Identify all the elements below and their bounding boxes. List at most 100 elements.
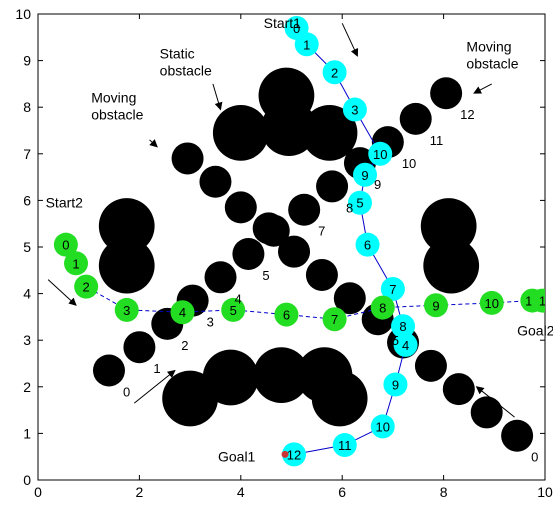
- static-obstacle-arrow: [212, 83, 223, 111]
- static-obstacle-disc: [202, 349, 259, 406]
- robot-step-label: 5: [356, 196, 363, 211]
- moving-obstacle-disc: [470, 396, 503, 429]
- robot-step-label: 10: [376, 419, 390, 434]
- moving-obstacle-disc: [430, 77, 463, 110]
- robot-position-disc: [391, 314, 416, 339]
- goal1-label: Goal1: [218, 448, 256, 464]
- moving-obstacle-right-label: Moving obstacle: [466, 38, 518, 71]
- y-tick-label: 2: [23, 379, 31, 395]
- moving-obstacle-disc: [442, 373, 475, 406]
- static-obstacle-disc: [253, 347, 310, 404]
- moving-obstacle-step-label: 0: [531, 450, 538, 465]
- robot-step-label: 9: [432, 298, 439, 313]
- moving-obstacle-step-label: 6: [288, 245, 295, 260]
- plot-area: 0123109567849101112012345678910121: [53, 15, 545, 467]
- robot-position-disc: [342, 97, 367, 122]
- moving-obstacle-step-label: 7: [318, 224, 325, 239]
- x-tick-label: 6: [338, 484, 346, 500]
- robot-step-label: 6: [283, 308, 290, 323]
- robot-position-disc: [53, 232, 78, 257]
- robot-position-disc: [370, 295, 395, 320]
- static-obstacle-disc: [98, 198, 155, 254]
- moving-obstacle-step-label: 1: [202, 172, 209, 187]
- robot-step-label: 1: [303, 37, 310, 52]
- start2-label: Start2: [46, 194, 84, 210]
- moving-obstacle-step-label: 8: [308, 266, 315, 281]
- arrow-bottom-right-arrow: [475, 386, 515, 418]
- y-tick-label: 6: [23, 192, 31, 208]
- moving-obstacle-right-arrow: [473, 83, 492, 94]
- robot-position-disc: [274, 302, 299, 327]
- moving-obstacle-step-label: 0: [123, 384, 130, 399]
- moving-obstacle-step-label: 2: [473, 403, 480, 418]
- x-tick-label: 8: [440, 484, 448, 500]
- x-tick-label: 4: [237, 484, 245, 500]
- robot-position-disc: [423, 293, 448, 318]
- moving-obstacle-step-label: 11: [430, 133, 444, 148]
- y-tick-label: 3: [23, 332, 31, 348]
- moving-obstacle-step-label: 1: [153, 361, 160, 376]
- moving-obstacle-disc: [224, 191, 257, 224]
- y-tick-label: 1: [23, 425, 31, 441]
- robot-position-disc: [368, 141, 393, 166]
- x-tick-label: 2: [136, 484, 144, 500]
- robot-step-label: 9: [392, 377, 399, 392]
- robot-position-disc: [221, 297, 246, 322]
- moving-obstacle-step-label: 2: [181, 338, 188, 353]
- y-tick-label: 9: [23, 53, 31, 69]
- static-obstacle-disc: [98, 237, 155, 294]
- robot-position-disc: [383, 372, 408, 397]
- goal1-marker: [281, 450, 289, 458]
- robot-position-disc: [114, 297, 139, 322]
- moving-obstacle-disc: [232, 237, 265, 270]
- robot-position-disc: [74, 274, 99, 299]
- y-tick-label: 10: [15, 6, 31, 22]
- robot-step-label: 2: [83, 280, 90, 295]
- moving-obstacle-step-label: 4: [235, 291, 242, 306]
- robot-step-label: 10: [485, 296, 499, 311]
- y-tick-label: 0: [23, 472, 31, 488]
- moving-obstacle-disc: [501, 419, 534, 452]
- x-tick-label: 0: [34, 484, 42, 500]
- moving-obstacle-disc: [278, 235, 311, 268]
- static-obstacle-disc: [301, 104, 358, 161]
- robot-step-label: 4: [179, 305, 186, 320]
- robot-position-disc: [282, 442, 307, 467]
- moving-obstacle-disc: [204, 261, 237, 294]
- robot-step-label: 7: [331, 312, 338, 327]
- static-obstacle-label: Static obstacle: [160, 45, 212, 78]
- moving-obstacle-disc: [252, 212, 285, 245]
- moving-obstacle-disc: [199, 165, 232, 198]
- robot-step-label: 2: [331, 65, 338, 80]
- moving-obstacle-step-label: 5: [392, 333, 399, 348]
- y-tick-label: 5: [23, 239, 31, 255]
- moving-obstacle-disc: [333, 282, 366, 315]
- moving-obstacle-step-label: 3: [445, 380, 452, 395]
- robot-step-label: 6: [364, 238, 371, 253]
- robot-position-disc: [353, 162, 378, 187]
- moving-obstacle-step-label: 6: [364, 312, 371, 327]
- robot-position-disc: [294, 32, 319, 57]
- robot-position-disc: [355, 232, 380, 257]
- moving-obstacle-step-label: 1: [501, 426, 508, 441]
- robot-position-disc: [530, 288, 545, 313]
- moving-obstacle-step-label: 9: [374, 177, 381, 192]
- moving-obstacle-step-label: 4: [417, 357, 424, 372]
- static-obstacle-disc: [311, 370, 368, 427]
- moving-obstacle-step-label: 1: [255, 221, 262, 236]
- arrow-bottom-left-arrow: [134, 369, 176, 404]
- moving-obstacle-step-label: 3: [207, 315, 214, 330]
- moving-obstacle-disc: [414, 349, 447, 382]
- moving-obstacle-step-label: 1: [229, 196, 236, 211]
- moving-obstacle-left-arrow: [149, 139, 158, 148]
- moving-obstacle-disc: [171, 142, 204, 175]
- moving-obstacle-step-label: 5: [262, 268, 269, 283]
- moving-obstacle-step-label: 12: [460, 107, 474, 122]
- y-tick-label: 4: [23, 286, 31, 302]
- y-tick-label: 7: [23, 146, 31, 162]
- robot-step-label: 3: [123, 303, 130, 318]
- goal2-label: Goal2: [517, 323, 553, 339]
- robot-step-label: 9: [361, 168, 368, 183]
